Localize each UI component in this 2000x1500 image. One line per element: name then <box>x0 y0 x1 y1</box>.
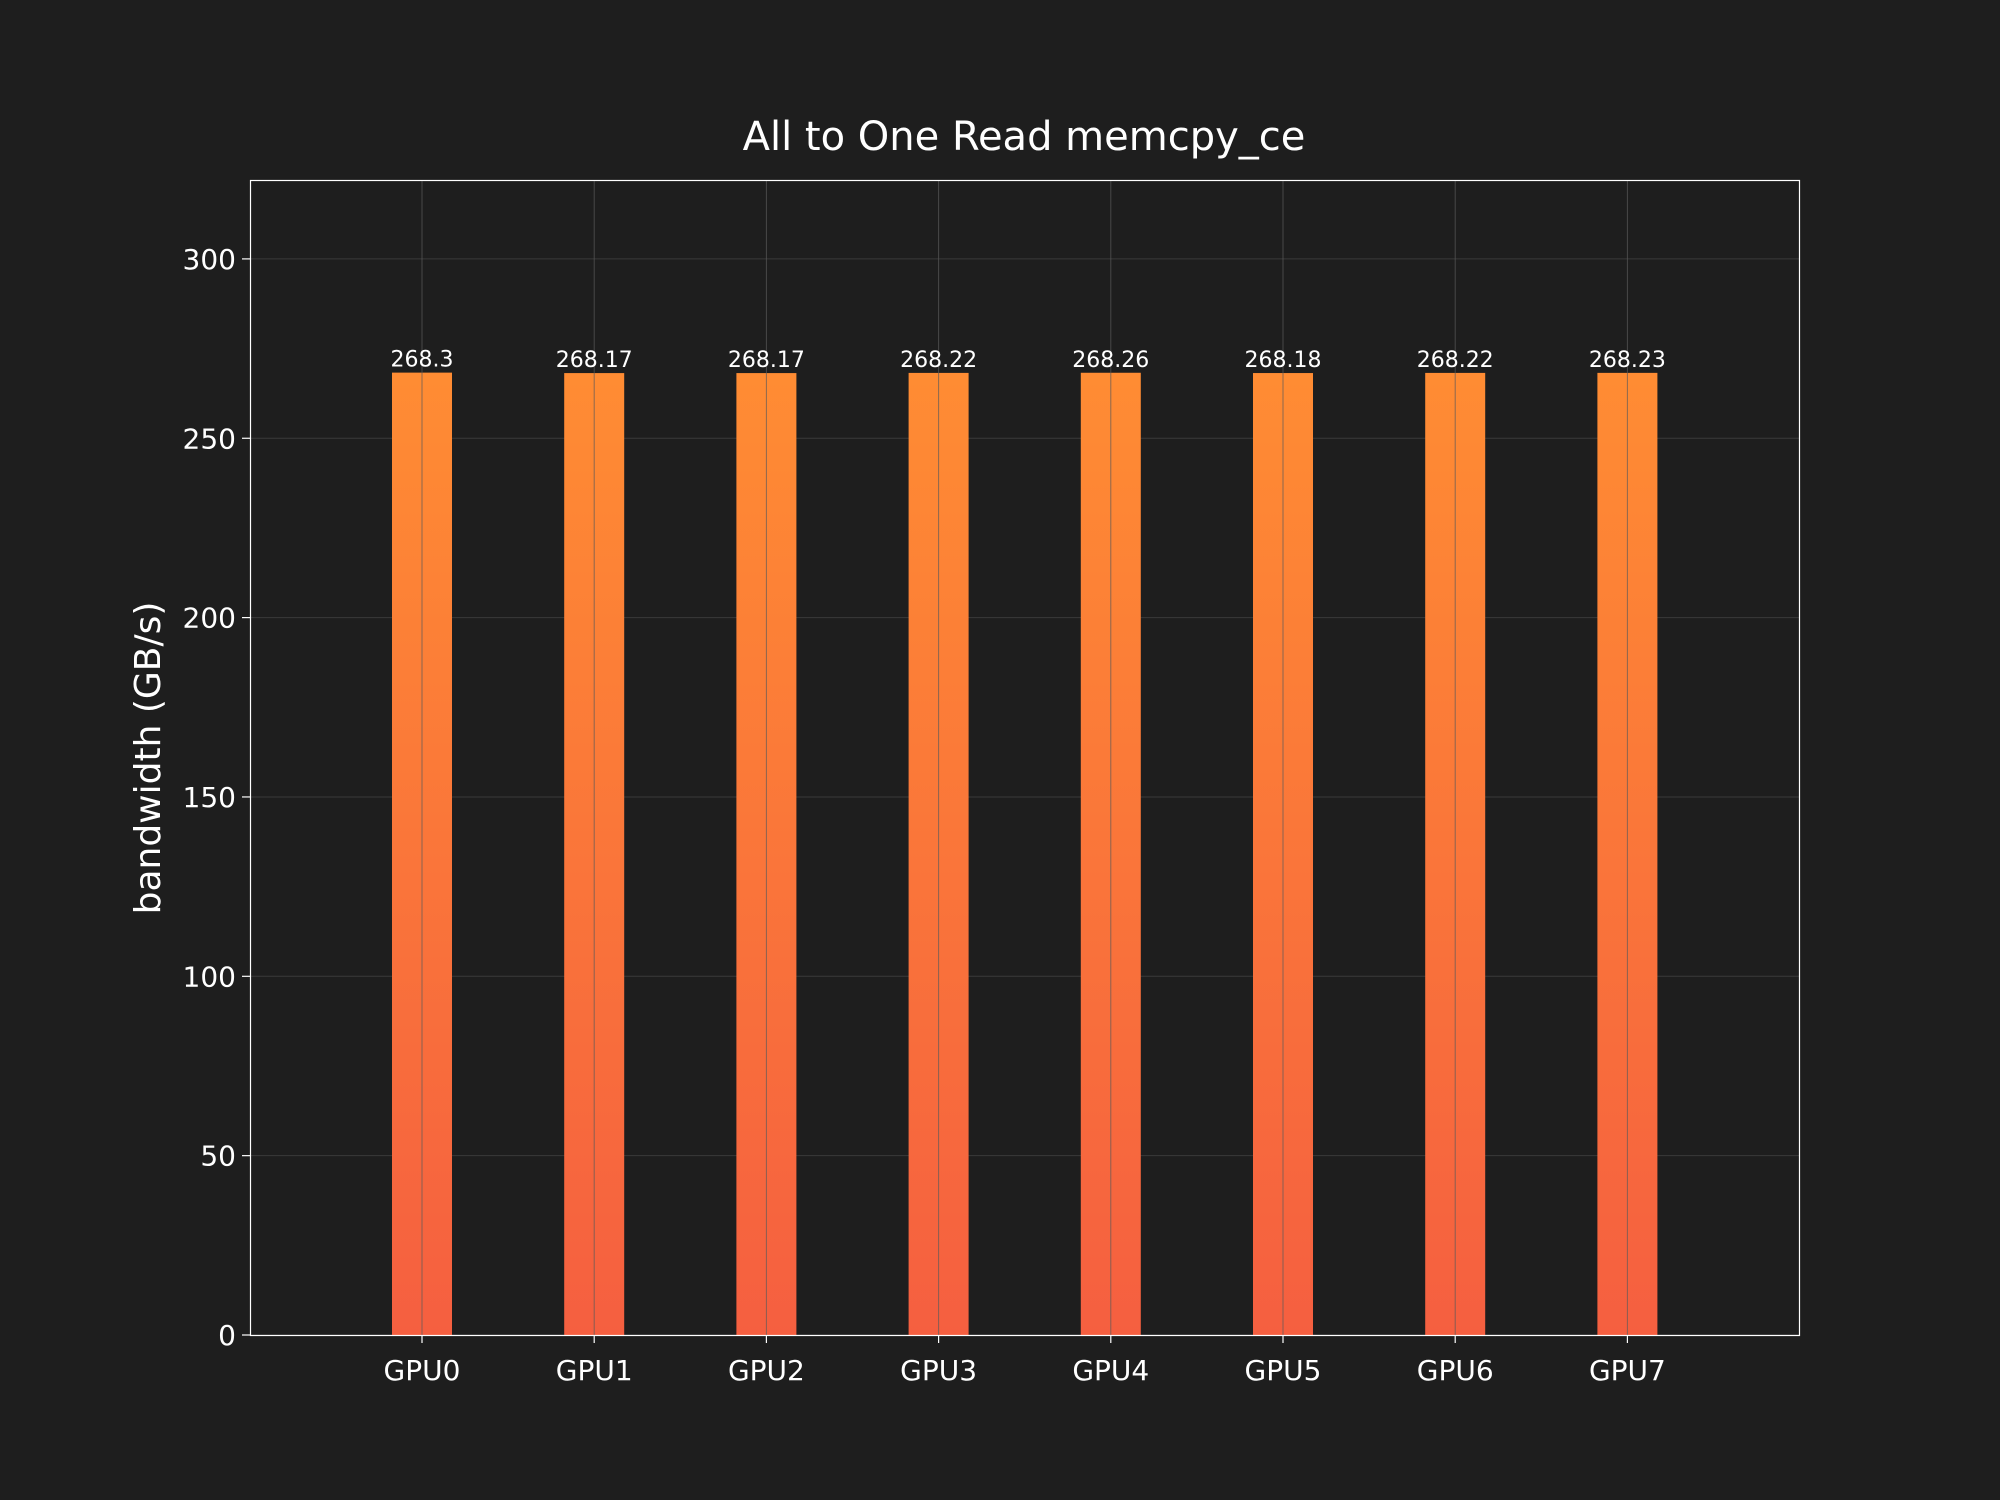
x-tick-label: GPU3 <box>900 1354 977 1387</box>
y-axis-ticks: 0 50 100 150 200 250 300 <box>183 243 250 1352</box>
vertical-grid <box>421 180 1628 1335</box>
bar-value-labels: 268.3 268.17 268.17 268.22 268.26 268.18 268.2… <box>391 348 1666 373</box>
bar-value-label: 268.23 <box>1589 348 1666 373</box>
y-tick-label: 200 <box>183 602 236 635</box>
bar-value-label: 268.3 <box>391 348 454 373</box>
bar-value-label: 268.17 <box>556 348 633 373</box>
y-tick-label: 0 <box>218 1319 236 1352</box>
y-tick-label: 100 <box>183 960 236 993</box>
bar-value-label: 268.22 <box>900 348 977 373</box>
bars <box>392 372 1658 1336</box>
grid <box>250 258 1800 1336</box>
x-tick-label: GPU1 <box>556 1354 633 1387</box>
x-tick-label: GPU4 <box>1072 1354 1149 1387</box>
x-tick-label: GPU0 <box>384 1354 461 1387</box>
bar-value-label: 268.18 <box>1245 348 1322 373</box>
x-tick-label: GPU6 <box>1417 1354 1494 1387</box>
y-tick-label: 50 <box>200 1140 236 1173</box>
x-axis-ticks: GPU0 GPU1 GPU2 GPU3 GPU4 GPU5 GPU6 GPU7 <box>384 1335 1666 1387</box>
y-axis-label: bandwidth (GB/s) <box>128 602 169 915</box>
y-tick-label: 300 <box>183 243 236 276</box>
x-tick-label: GPU2 <box>728 1354 805 1387</box>
x-tick-label: GPU7 <box>1589 1354 1666 1387</box>
y-tick-label: 150 <box>183 781 236 814</box>
bar-value-label: 268.17 <box>728 348 805 373</box>
bar-value-label: 268.22 <box>1417 348 1494 373</box>
x-tick-label: GPU5 <box>1245 1354 1322 1387</box>
bar-value-label: 268.26 <box>1072 348 1149 373</box>
y-tick-label: 250 <box>183 422 236 455</box>
plot-area-frame <box>249 179 1801 1337</box>
chart-title: All to One Read memcpy_ce <box>743 114 1306 160</box>
